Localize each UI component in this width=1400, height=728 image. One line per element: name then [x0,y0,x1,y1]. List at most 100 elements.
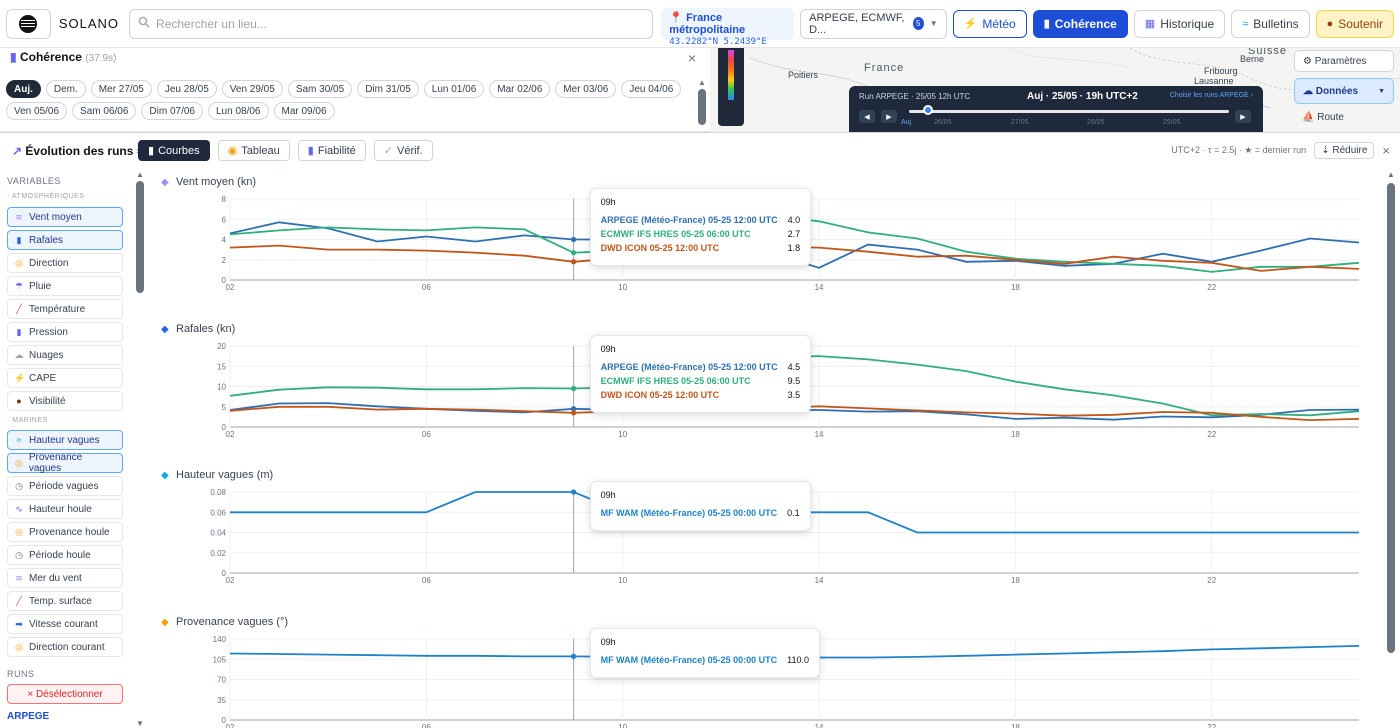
tooltip-time: 09h [601,344,801,354]
variable-p-riode-vagues[interactable]: ◷Période vagues [7,476,123,496]
meteo-label: Météo [982,17,1015,31]
day-chip[interactable]: Mar 09/06 [274,102,335,120]
historique-button[interactable]: ▦Historique [1134,10,1225,38]
y-tick-label: 20 [217,342,226,351]
day-chip[interactable]: Jeu 04/06 [621,80,681,98]
day-chip[interactable]: Dem. [46,80,86,98]
models-dropdown[interactable]: ARPEGE, ECMWF, D... 5 ▼ [800,9,947,39]
variable-label: Direction [29,258,68,269]
scroll-thumb[interactable] [1387,183,1395,653]
variable-provenance-vagues[interactable]: ◎Provenance vagues [7,453,123,473]
coherence-button[interactable]: ▮Cohérence [1033,10,1128,38]
parametres-button[interactable]: ⚙ Paramètres [1294,50,1394,72]
logo[interactable] [6,9,51,39]
variable-mer-du-vent[interactable]: ≋Mer du vent [7,568,123,588]
x-tick-label: 22 [1207,283,1216,292]
tab-verif[interactable]: ✓Vérif. [374,140,433,161]
next-icon[interactable]: ▶ [1235,110,1251,123]
map-area[interactable]: France Poitiers Suisse Berne Fribourg La… [710,48,1400,132]
variable-rafales[interactable]: ▮Rafales [7,230,123,250]
route-button[interactable]: ⛵ Route [1294,110,1394,125]
prev-icon[interactable]: ◀ [859,110,875,123]
tab-fiabilite[interactable]: ▮Fiabilité [298,140,366,161]
soutenir-button[interactable]: ●Soutenir [1316,10,1394,38]
timeline-slider[interactable] [909,110,1229,113]
variable-hauteur-vagues[interactable]: ≈Hauteur vagues [7,430,123,450]
variable-vitesse-courant[interactable]: ➡Vitesse courant [7,614,123,634]
tooltip-series-name: DWD ICON 05-25 12:00 UTC [601,243,720,253]
x-tick-label: 10 [618,576,627,585]
variables-sidebar: VARIABLES · ATMOSPHÉRIQUES · MARINES RUN… [0,170,148,728]
timeline-knob[interactable] [923,105,933,115]
day-chip[interactable]: Auj. [6,80,41,98]
variable-pluie[interactable]: ☂Pluie [7,276,123,296]
meteo-button[interactable]: ⚡Météo [953,10,1027,38]
brand-name: SOLANO [59,16,119,31]
variable-vent-moyen[interactable]: ≋Vent moyen [7,207,123,227]
play-icon[interactable]: ▶ [881,110,897,123]
day-chip[interactable]: Lun 08/06 [208,102,269,120]
reduce-button[interactable]: ⇣ Réduire [1314,142,1374,159]
search-placeholder: Rechercher un lieu... [156,17,267,31]
choose-runs-link[interactable]: Choisir les runs ARPEGE › [1170,92,1253,99]
scroll-up-icon[interactable]: ▲ [1386,170,1396,179]
day-chip[interactable]: Sam 06/06 [72,102,136,120]
scroll-thumb[interactable] [698,89,706,125]
day-chip[interactable]: Mar 02/06 [489,80,550,98]
variable-label: Provenance houle [29,527,110,538]
day-chip[interactable]: Mer 03/06 [555,80,616,98]
variable-visibilit-[interactable]: ●Visibilité [7,391,123,411]
variable-temp-surface[interactable]: ╱Temp. surface [7,591,123,611]
cursor-point [571,259,576,264]
x-tick-label: 22 [1207,723,1216,728]
variable-provenance-houle[interactable]: ◎Provenance houle [7,522,123,542]
day-chip[interactable]: Lun 01/06 [424,80,485,98]
donnees-button[interactable]: ☁ Données▼ [1294,78,1394,104]
bulletins-button[interactable]: ≈Bulletins [1231,10,1309,38]
chart-title: Rafales (kn) [176,323,235,335]
wind-icon: ≋ [14,212,24,223]
scroll-up-icon[interactable]: ▲ [135,170,145,179]
deselect-button[interactable]: × Désélectionner [7,684,123,704]
variable-direction-courant[interactable]: ◎Direction courant [7,637,123,657]
atmo-label: · ATMOSPHÉRIQUES [7,193,85,200]
day-chip[interactable]: Ven 05/06 [6,102,67,120]
day-chip[interactable]: Sam 30/05 [288,80,352,98]
scroll-thumb[interactable] [136,181,144,293]
variable-direction[interactable]: ◎Direction [7,253,123,273]
variable-p-riode-houle[interactable]: ◷Période houle [7,545,123,565]
tab-tableau[interactable]: ◉Tableau [218,140,290,161]
variable-cape[interactable]: ⚡CAPE [7,368,123,388]
variable-hauteur-houle[interactable]: ∿Hauteur houle [7,499,123,519]
tooltip-time: 09h [601,490,800,500]
day-chip[interactable]: Dim 07/06 [141,102,203,120]
arrow-right-icon: ➡ [14,619,24,630]
charts-scrollbar[interactable]: ▲ [1386,170,1396,728]
variable-nuages[interactable]: ☁Nuages [7,345,123,365]
tab-label: Vérif. [397,145,423,157]
y-tick-label: 0.08 [210,488,226,497]
day-chip[interactable]: Mer 27/05 [91,80,152,98]
coherence-title-text: Cohérence [20,50,82,64]
close-icon[interactable]: × [688,50,696,66]
thermometer-icon: ╱ [14,596,24,607]
chevron-down-icon[interactable]: ▼ [1378,88,1385,95]
day-chip[interactable]: Ven 29/05 [222,80,283,98]
scroll-up-icon[interactable]: ▲ [698,78,706,87]
variable-pression[interactable]: ▮Pression [7,322,123,342]
sidebar-scrollbar[interactable]: ▲▼ [135,170,145,728]
cursor-point [571,489,576,494]
close-icon[interactable]: × [1382,143,1390,158]
day-chip[interactable]: Dim 31/05 [357,80,419,98]
x-tick-label: 18 [1011,283,1020,292]
search-input[interactable]: Rechercher un lieu... [129,9,653,39]
tab-courbes[interactable]: ▮Courbes [138,140,210,161]
scrollbar[interactable]: ▲ [698,78,706,130]
gust-icon: ▮ [14,235,24,246]
day-chip[interactable]: Jeu 28/05 [157,80,217,98]
location-selector[interactable]: 📍 France métropolitaine 43.2282°N 5.2439… [661,8,794,40]
chart-title: Vent moyen (kn) [176,176,256,188]
variable-temp-rature[interactable]: ╱Température [7,299,123,319]
variable-label: Température [29,304,85,315]
